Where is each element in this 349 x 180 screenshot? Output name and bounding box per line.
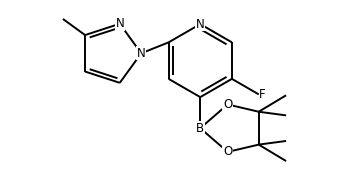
Text: N: N bbox=[196, 18, 205, 31]
Text: N: N bbox=[116, 17, 124, 30]
Text: O: O bbox=[223, 145, 232, 158]
Text: O: O bbox=[223, 98, 232, 111]
Text: F: F bbox=[259, 88, 266, 101]
Text: B: B bbox=[196, 122, 204, 135]
Text: N: N bbox=[137, 47, 146, 60]
